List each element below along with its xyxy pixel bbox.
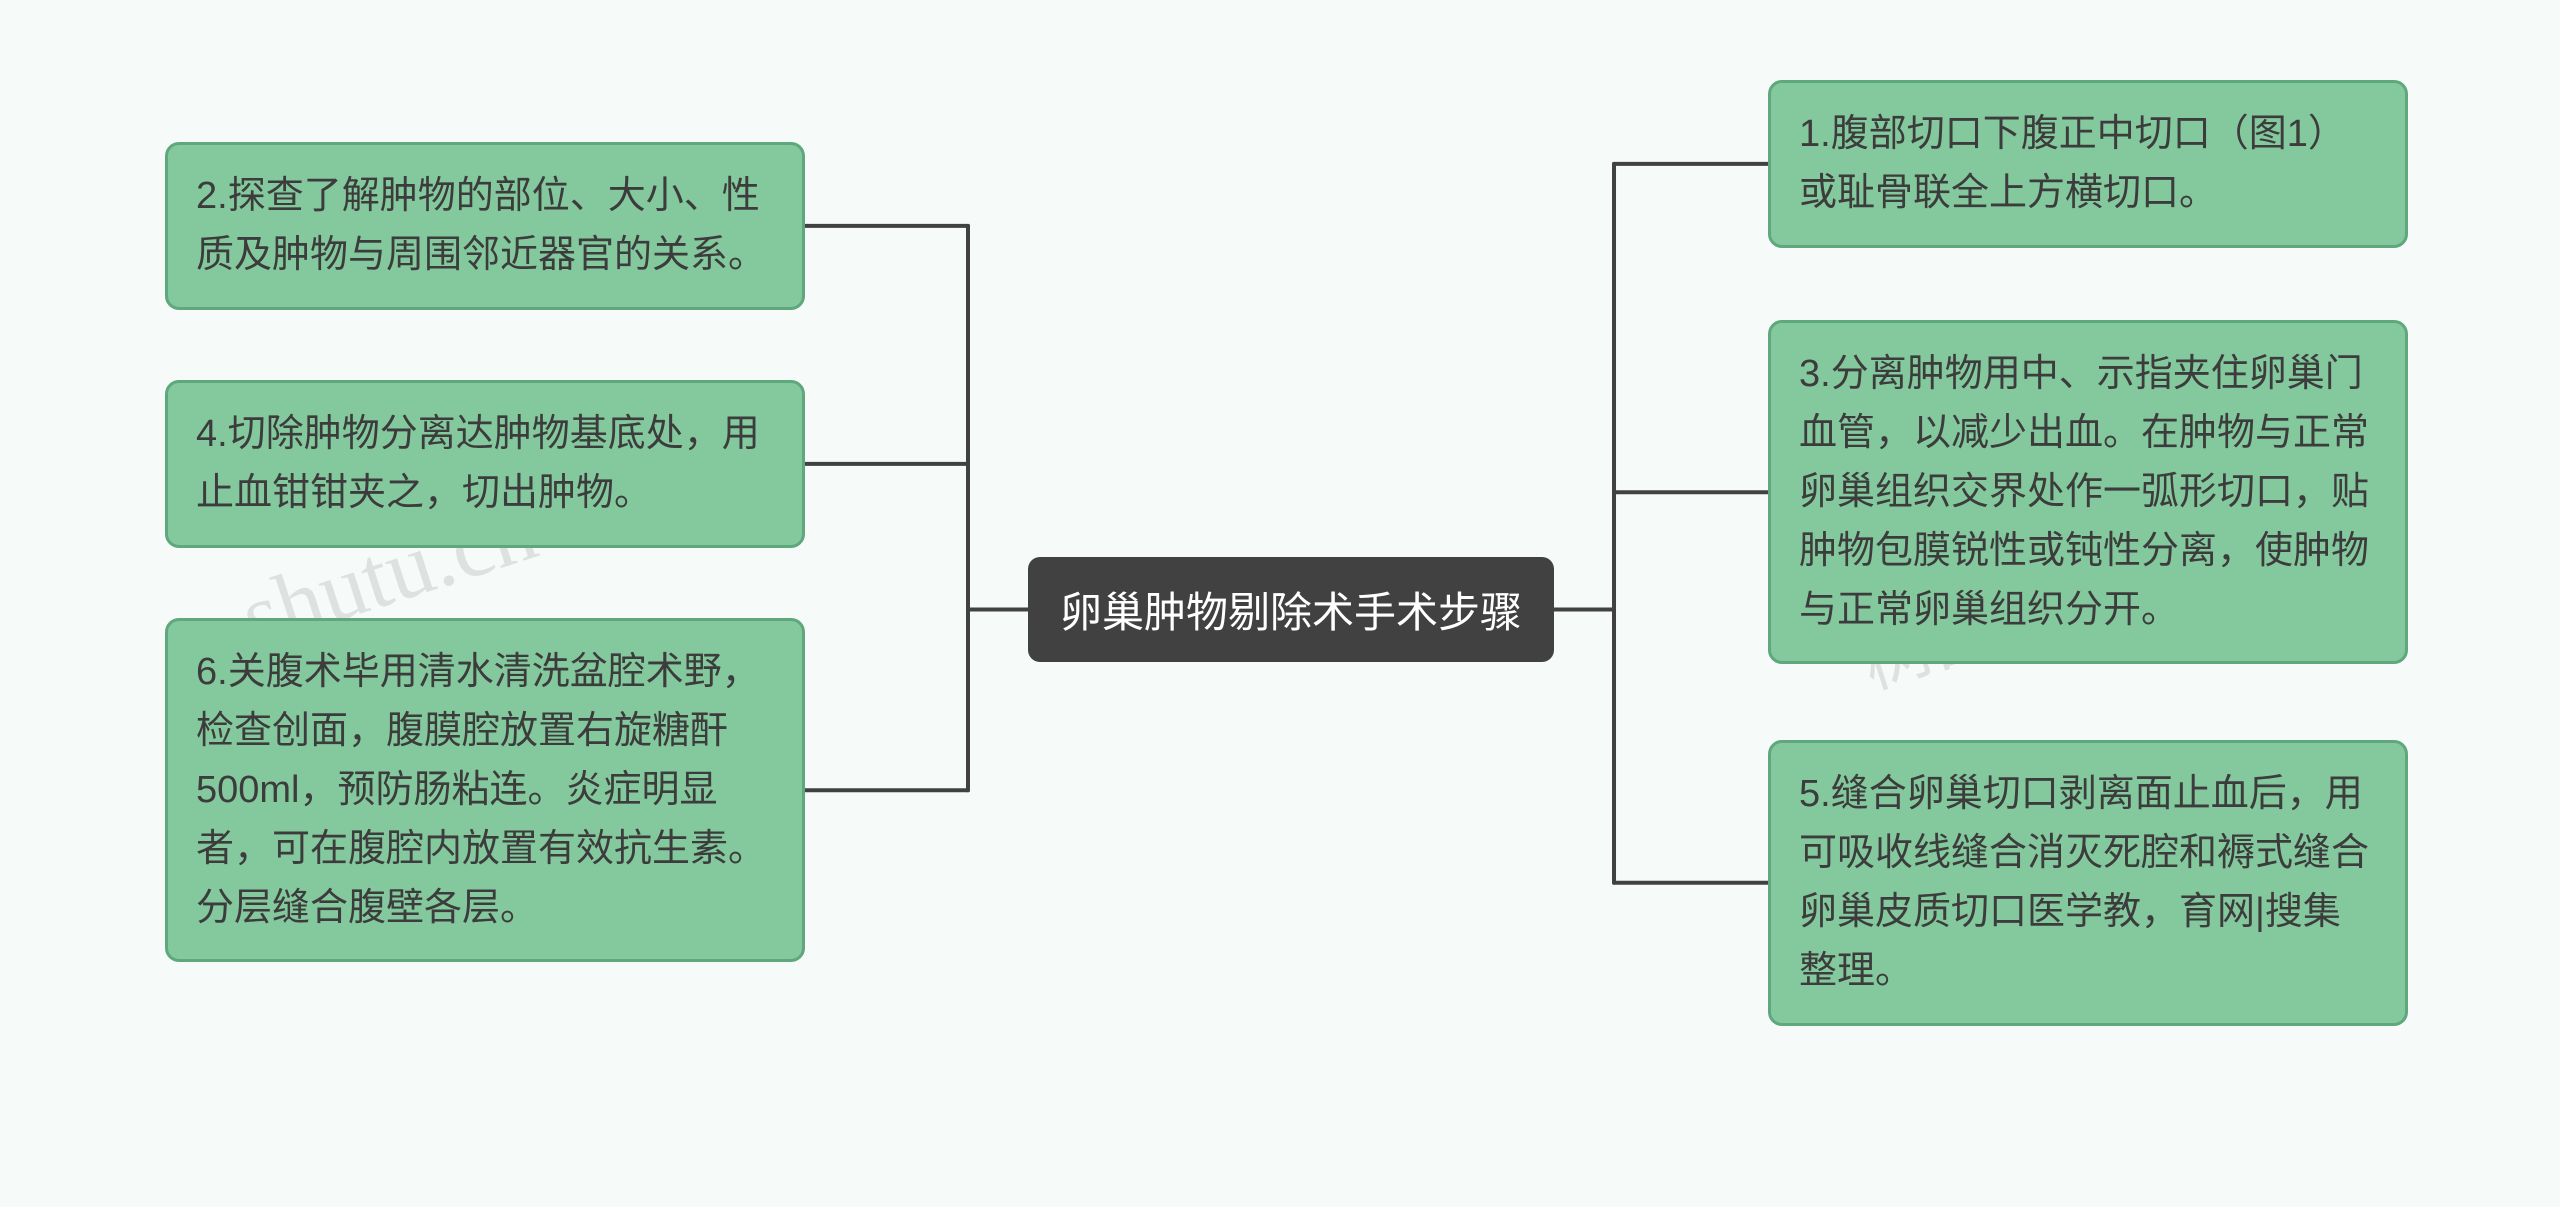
leaf-label: 4.切除肿物分离达肿物基底处，用止血钳钳夹之，切出肿物。: [196, 413, 760, 514]
leaf-node-5: 5.缝合卵巢切口剥离面止血后，用可吸收线缝合消灭死腔和褥式缝合卵巢皮质切口医学教…: [1768, 740, 2408, 1026]
leaf-label: 3.分离肿物用中、示指夹住卵巢门血管，以减少出血。在肿物与正常卵巢组织交界处作一…: [1799, 353, 2369, 631]
leaf-label: 1.腹部切口下腹正中切口（图1）或耻骨联全上方横切口。: [1799, 113, 2346, 214]
center-node-label: 卵巢肿物剔除术手术步骤: [1060, 589, 1522, 636]
center-node: 卵巢肿物剔除术手术步骤: [1028, 557, 1554, 662]
leaf-label: 5.缝合卵巢切口剥离面止血后，用可吸收线缝合消灭死腔和褥式缝合卵巢皮质切口医学教…: [1799, 773, 2369, 992]
leaf-node-6: 6.关腹术毕用清水清洗盆腔术野，检查创面，腹膜腔放置右旋糖酐500ml，预防肠粘…: [165, 618, 805, 962]
leaf-node-4: 4.切除肿物分离达肿物基底处，用止血钳钳夹之，切出肿物。: [165, 380, 805, 548]
leaf-node-3: 3.分离肿物用中、示指夹住卵巢门血管，以减少出血。在肿物与正常卵巢组织交界处作一…: [1768, 320, 2408, 664]
leaf-label: 2.探查了解肿物的部位、大小、性质及肿物与周围邻近器官的关系。: [196, 175, 766, 276]
leaf-node-1: 1.腹部切口下腹正中切口（图1）或耻骨联全上方横切口。: [1768, 80, 2408, 248]
leaf-label: 6.关腹术毕用清水清洗盆腔术野，检查创面，腹膜腔放置右旋糖酐500ml，预防肠粘…: [196, 651, 766, 929]
leaf-node-2: 2.探查了解肿物的部位、大小、性质及肿物与周围邻近器官的关系。: [165, 142, 805, 310]
